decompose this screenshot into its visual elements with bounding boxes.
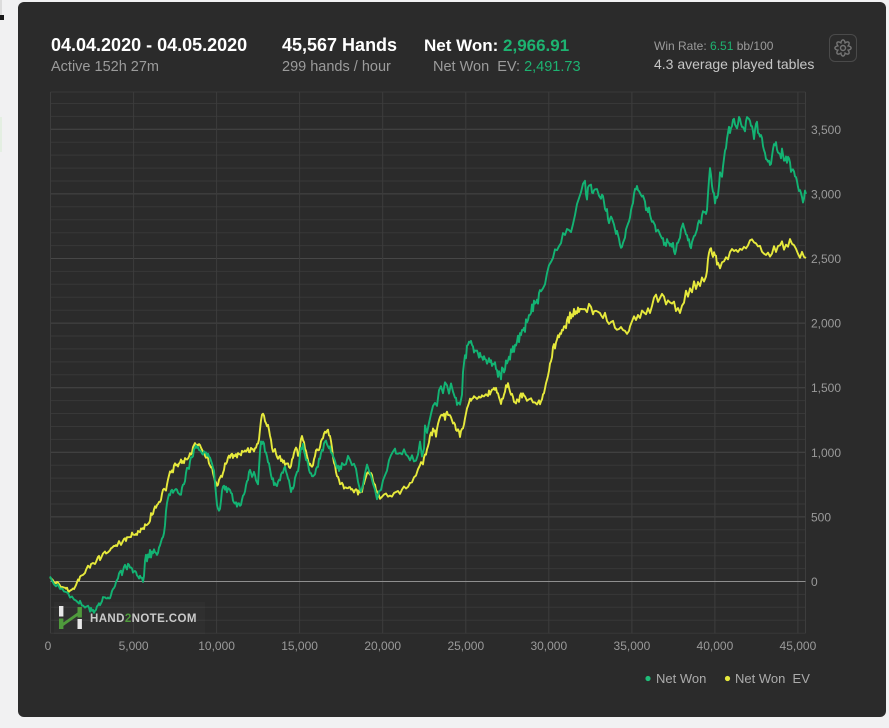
svg-text:Net Won: Net Won: [656, 671, 706, 686]
svg-text:1,500: 1,500: [811, 381, 841, 395]
svg-text:5,000: 5,000: [119, 639, 149, 653]
svg-text:40,000: 40,000: [697, 639, 734, 653]
svg-text:15,000: 15,000: [281, 639, 318, 653]
svg-text:20,000: 20,000: [364, 639, 401, 653]
svg-text:3,500: 3,500: [811, 123, 841, 137]
svg-text:0: 0: [45, 639, 52, 653]
svg-text:3,000: 3,000: [811, 187, 841, 201]
svg-text:25,000: 25,000: [447, 639, 484, 653]
svg-text:Net Won EV: Net Won EV: [735, 671, 810, 686]
svg-text:30,000: 30,000: [530, 639, 567, 653]
svg-text:HAND2NOTE.COM: HAND2NOTE.COM: [90, 613, 197, 625]
svg-text:500: 500: [811, 510, 831, 524]
svg-text:35,000: 35,000: [614, 639, 651, 653]
svg-text:2,500: 2,500: [811, 252, 841, 266]
svg-text:1,000: 1,000: [811, 446, 841, 460]
svg-text:45,000: 45,000: [780, 639, 817, 653]
svg-text:0: 0: [811, 575, 818, 589]
svg-text:10,000: 10,000: [198, 639, 235, 653]
svg-text:2,000: 2,000: [811, 317, 841, 331]
